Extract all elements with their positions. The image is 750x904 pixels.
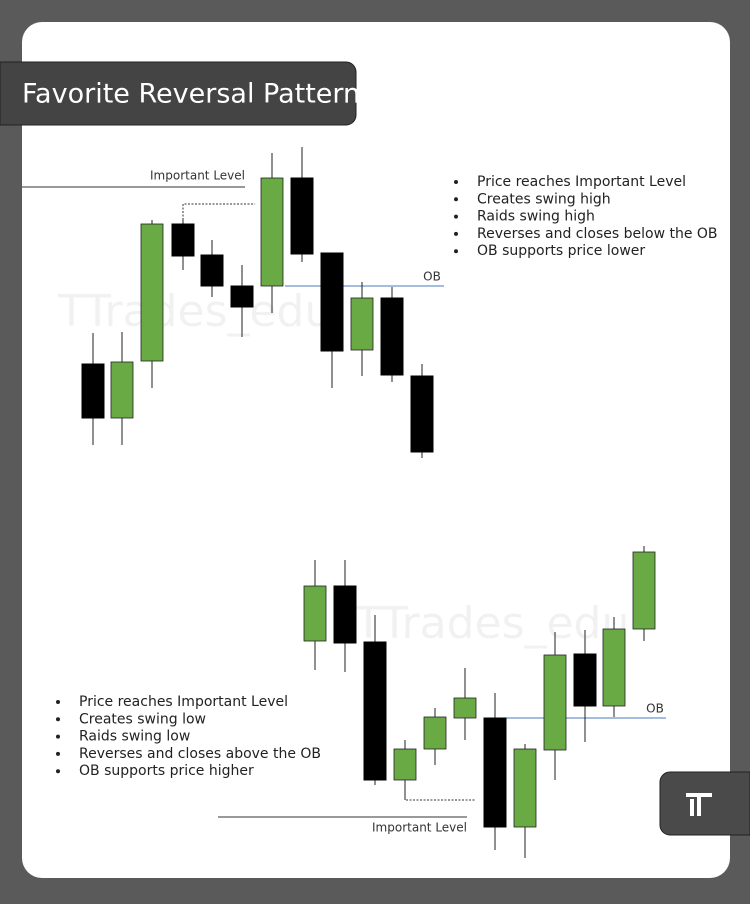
watermark: TTrades_edu	[57, 286, 332, 337]
logo	[686, 793, 712, 816]
bullet-dot	[56, 769, 60, 774]
watermark: TTrades_edu	[354, 598, 629, 649]
bullet-text: Creates swing high	[477, 191, 611, 207]
candle-body	[303, 585, 327, 642]
candle-body	[363, 641, 387, 781]
logo-box	[659, 771, 750, 836]
candle-body	[320, 252, 344, 352]
bullet-dot	[454, 249, 458, 254]
bullet-dot	[56, 751, 60, 756]
candle-body	[350, 297, 374, 351]
candle-body	[602, 628, 626, 707]
bullet-dot	[454, 214, 458, 219]
bullet-text: Reverses and closes below the OB	[477, 226, 718, 242]
bullet-dot	[56, 700, 60, 704]
candle-body	[393, 748, 417, 781]
bottom-diagram: Important Level OB Price reaches Importa…	[56, 546, 666, 858]
swing-low-marker	[404, 780, 475, 801]
bullet-text: Price reaches Important Level	[79, 694, 288, 710]
candle-body	[290, 177, 314, 255]
candle-body	[483, 717, 507, 828]
ob-label: OB	[646, 702, 664, 716]
top-diagram: Important Level OB Price reaches Importa…	[22, 147, 718, 458]
bullet-dot	[56, 734, 60, 739]
candle-body	[380, 297, 404, 376]
bullet-text: OB supports price higher	[79, 763, 254, 779]
candle-body	[333, 585, 357, 644]
swing-high-marker	[182, 203, 255, 220]
candle-body	[230, 285, 254, 308]
candle-body	[260, 177, 284, 287]
candle-body	[453, 697, 477, 719]
bullet-dot	[454, 197, 458, 202]
title: Favorite Reversal Pattern	[22, 79, 360, 110]
candle-body	[110, 361, 134, 419]
candle-body	[140, 223, 164, 362]
title-box	[0, 61, 357, 126]
candle-body	[423, 716, 447, 750]
level-label: Important Level	[372, 821, 467, 835]
bullet-text: Raids swing high	[477, 209, 595, 225]
candle-body	[573, 653, 597, 707]
ob-label: OB	[423, 270, 441, 284]
bullet-text: Price reaches Important Level	[477, 174, 686, 190]
level-label: Important Level	[150, 169, 245, 183]
bullet-dot	[454, 180, 458, 184]
bullet-dot	[454, 231, 458, 236]
candle-body	[543, 654, 567, 751]
bullet-dot	[56, 717, 60, 722]
candles	[303, 546, 656, 858]
bullet-text: Raids swing low	[79, 729, 190, 745]
candle-body	[410, 375, 434, 453]
candle-body	[513, 748, 537, 828]
candle-body	[200, 254, 224, 287]
candle-body	[632, 551, 656, 630]
bullet-text: Creates swing low	[79, 711, 206, 727]
candles	[81, 147, 434, 458]
candle-body	[81, 363, 105, 419]
bullet-text: Reverses and closes above the OB	[79, 746, 321, 762]
bullet-text: OB supports price lower	[477, 243, 645, 259]
candle-body	[171, 223, 195, 257]
